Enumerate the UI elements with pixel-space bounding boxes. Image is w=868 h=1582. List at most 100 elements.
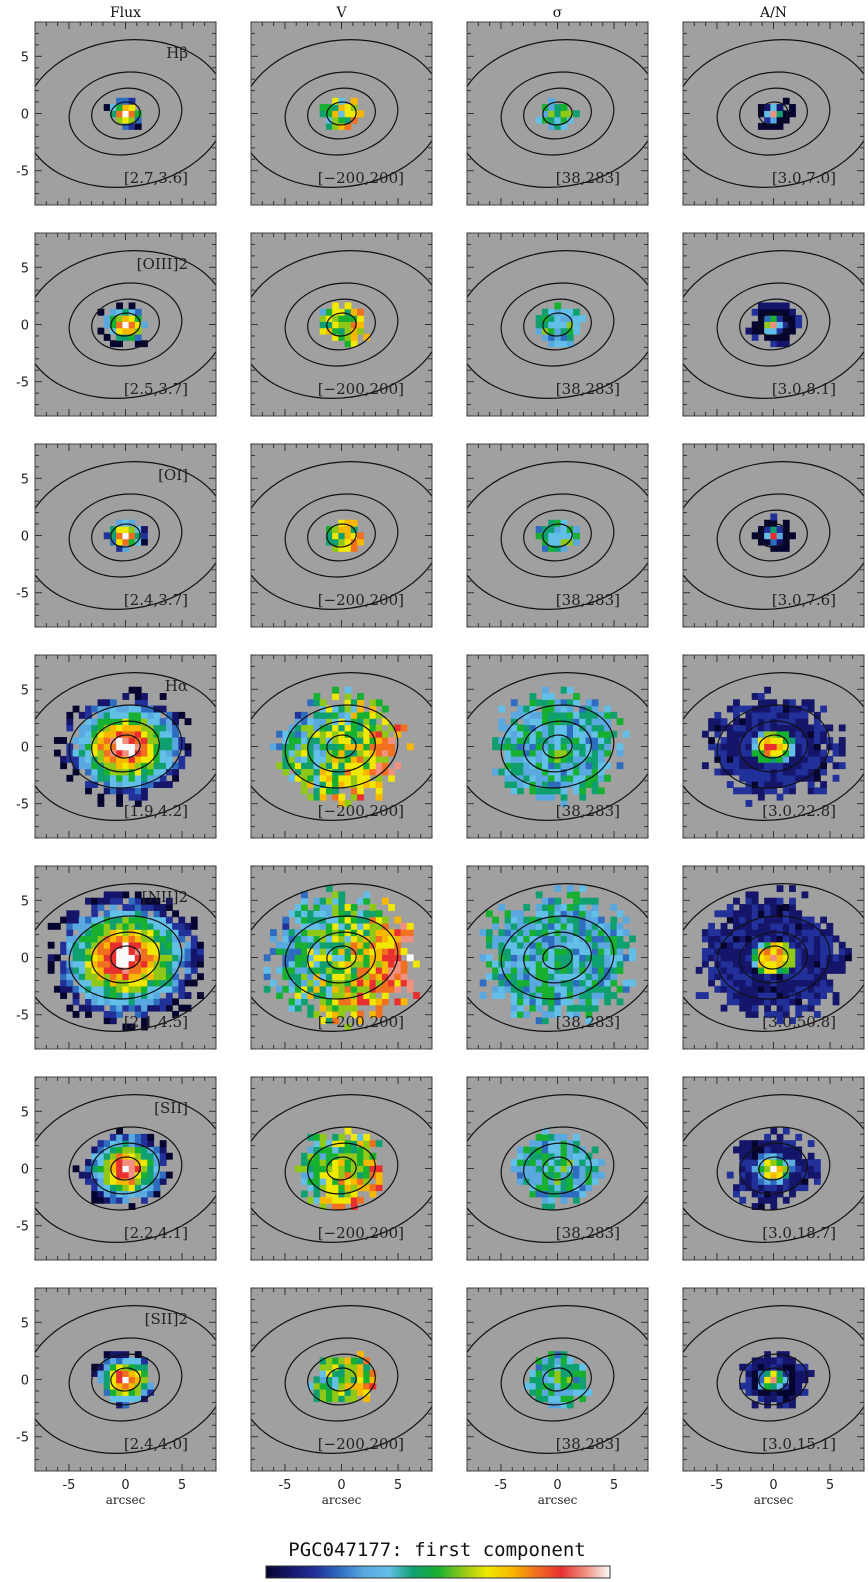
contour-4 xyxy=(35,39,216,188)
range-label: [1.9,4.2] xyxy=(124,802,188,820)
contour-3 xyxy=(68,493,183,578)
emission-map xyxy=(269,686,414,807)
emission-map xyxy=(479,885,636,1025)
range-label: [3.0,50.8] xyxy=(762,1013,836,1031)
isophote-contours xyxy=(251,39,432,188)
axis-ticks xyxy=(250,21,433,206)
range-label: [2.4,3.7] xyxy=(124,591,188,609)
figure-title: PGC047177: first component xyxy=(288,1539,585,1561)
isophote-contours xyxy=(35,461,216,610)
contour-2 xyxy=(307,509,376,562)
emission-map xyxy=(47,891,204,1031)
isophote-contours xyxy=(35,1305,216,1454)
y-tick-label: 5 xyxy=(21,1105,29,1120)
column-header-2: V xyxy=(335,5,347,21)
y-tick-label: -5 xyxy=(16,798,29,813)
contour-1 xyxy=(758,1156,789,1181)
contour-2 xyxy=(91,931,160,984)
x-tick-label: 0 xyxy=(337,1478,345,1493)
contour-3 xyxy=(500,1337,615,1422)
axis-ticks xyxy=(466,1076,649,1261)
colorbar-gradient xyxy=(265,1565,611,1579)
contour-1 xyxy=(326,945,357,970)
isophote-contours xyxy=(35,250,216,399)
contour-1 xyxy=(542,1156,573,1181)
range-label: [3.0,7.0] xyxy=(772,169,836,187)
contour-2 xyxy=(91,720,160,773)
panel-r2-c1: 5 0 -5 [OIII]2 [2.5,3.7] xyxy=(16,232,217,417)
contour-1 xyxy=(542,523,573,548)
range-label: [38,283] xyxy=(556,1013,620,1031)
emission-map xyxy=(535,302,587,348)
contour-3 xyxy=(284,493,399,578)
contour-3 xyxy=(284,1126,399,1211)
contour-1 xyxy=(326,101,357,126)
x-tick-label: -5 xyxy=(62,1478,75,1493)
x-axis-title: arcsec xyxy=(754,1493,794,1507)
isophote-contours xyxy=(467,250,648,399)
panel-r3-c2: [−200,200] xyxy=(250,443,433,628)
panel-r5-c4: [3.0,50.8] xyxy=(682,865,865,1050)
contour-2 xyxy=(523,1353,592,1406)
range-label: [3.0,7.6] xyxy=(772,591,836,609)
contour-3 xyxy=(500,71,615,156)
contour-2 xyxy=(307,720,376,773)
range-label: [−200,200] xyxy=(318,169,404,187)
contour-1 xyxy=(110,1367,141,1392)
range-label: [−200,200] xyxy=(318,802,404,820)
contour-3 xyxy=(68,1337,183,1422)
contour-1 xyxy=(110,945,141,970)
axis-ticks xyxy=(466,1287,649,1472)
range-label: [3.0,18.7] xyxy=(762,1224,836,1242)
axis-ticks xyxy=(250,1076,433,1261)
contour-3 xyxy=(68,1126,183,1211)
contour-1 xyxy=(542,945,573,970)
range-label: [38,283] xyxy=(556,1435,620,1453)
contour-4 xyxy=(683,1305,864,1454)
contour-1 xyxy=(110,734,141,759)
contour-1 xyxy=(542,1367,573,1392)
axis-ticks xyxy=(682,1287,865,1472)
isophote-contours xyxy=(251,250,432,399)
isophote-contours xyxy=(683,250,864,399)
axis-ticks xyxy=(34,1076,217,1261)
isophote-contours xyxy=(467,39,648,188)
x-axis-title: arcsec xyxy=(538,1493,578,1507)
contour-1 xyxy=(542,734,573,759)
emission-map xyxy=(103,97,142,130)
axis-ticks xyxy=(682,21,865,206)
range-label: [2.4,4.0] xyxy=(124,1435,188,1453)
panel-r1-c4: [3.0,7.0] xyxy=(682,21,865,206)
contour-4 xyxy=(683,1094,864,1243)
y-tick-label: 0 xyxy=(21,741,29,756)
contour-4 xyxy=(467,672,648,821)
axis-ticks xyxy=(34,443,217,628)
x-tick-label: 0 xyxy=(553,1478,561,1493)
emission-line-label: [OI] xyxy=(158,466,188,484)
range-label: [−200,200] xyxy=(318,591,404,609)
axis-ticks xyxy=(34,865,217,1050)
emission-map xyxy=(263,885,420,1031)
contour-2 xyxy=(523,931,592,984)
x-axis-title: arcsec xyxy=(322,1493,362,1507)
axis-ticks xyxy=(34,1287,217,1472)
range-label: [3.0,22.8] xyxy=(762,802,836,820)
range-label: [2.1,4.5] xyxy=(124,1013,188,1031)
panel-r2-c3: [38,283] xyxy=(466,232,649,417)
contour-4 xyxy=(467,1305,648,1454)
isophote-contours xyxy=(467,1305,648,1454)
contour-1 xyxy=(542,312,573,337)
range-label: [38,283] xyxy=(556,591,620,609)
emission-map xyxy=(757,97,796,130)
contour-4 xyxy=(467,39,648,188)
x-tick-label: 5 xyxy=(610,1478,618,1493)
column-header-1: Flux xyxy=(110,5,141,21)
contour-1 xyxy=(758,312,789,337)
emission-line-label: [OIII]2 xyxy=(137,255,188,273)
contour-1 xyxy=(326,1367,357,1392)
axis-ticks xyxy=(34,654,217,839)
panel-r7-c4: [3.0,15.1] xyxy=(682,1287,865,1472)
contour-1 xyxy=(758,945,789,970)
range-label: [3.0,15.1] xyxy=(762,1435,836,1453)
